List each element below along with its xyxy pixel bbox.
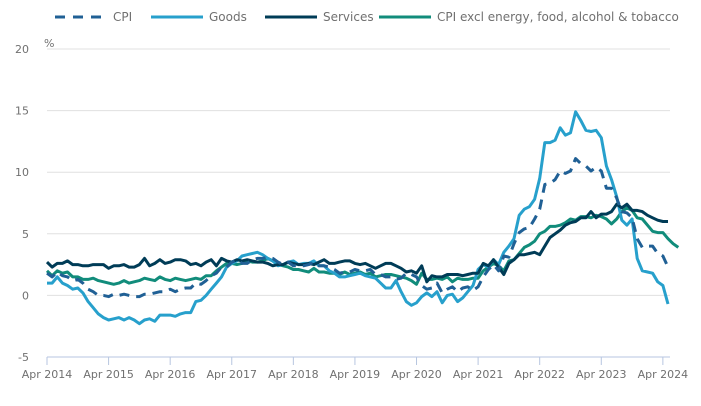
x-tick-label: Apr 2019 [330,368,381,381]
y-tick-label: 5 [22,228,29,241]
y-tick-label: 20 [15,43,29,56]
x-tick-label: Apr 2024 [638,368,689,381]
y-tick-label: 10 [15,166,29,179]
series-line-goods [47,110,670,326]
x-tick-label: Apr 2015 [83,368,134,381]
gridlines [47,48,670,296]
x-tick-label: Apr 2020 [391,368,442,381]
legend-item: Services [265,10,374,24]
y-tick-label: 0 [22,289,29,302]
series-line-services [45,202,668,284]
legend-label: Services [323,10,374,24]
y-tick-label: -5 [18,351,29,364]
series-lines [45,110,680,326]
x-axis: Apr 2014 Apr 2015 Apr 2016 Apr 2017 Apr 2018… [22,356,689,381]
series-line-cpi [46,157,670,299]
legend: CPI Goods Services CPI excl energy, food, a… [55,10,679,24]
x-tick-label: Apr 2018 [268,368,319,381]
y-tick-label: 15 [15,105,29,118]
legend-label: CPI excl energy, food, alcohol & tobacco [437,10,679,24]
legend-item: Goods [151,10,247,24]
y-unit-label: % [44,37,54,50]
x-tick-label: Apr 2022 [514,368,565,381]
x-tick-label: Apr 2021 [453,368,504,381]
legend-item: CPI [55,10,132,24]
legend-label: Goods [209,10,247,24]
x-tick-label: Apr 2014 [22,368,73,381]
x-tick-label: Apr 2016 [145,368,196,381]
x-tick-label: Apr 2017 [206,368,257,381]
x-tick-label: Apr 2023 [576,368,627,381]
legend-item: CPI excl energy, food, alcohol & tobacco [379,10,679,24]
legend-label: CPI [113,10,132,24]
y-axis: % -5 0 5 10 15 20 [15,37,54,364]
